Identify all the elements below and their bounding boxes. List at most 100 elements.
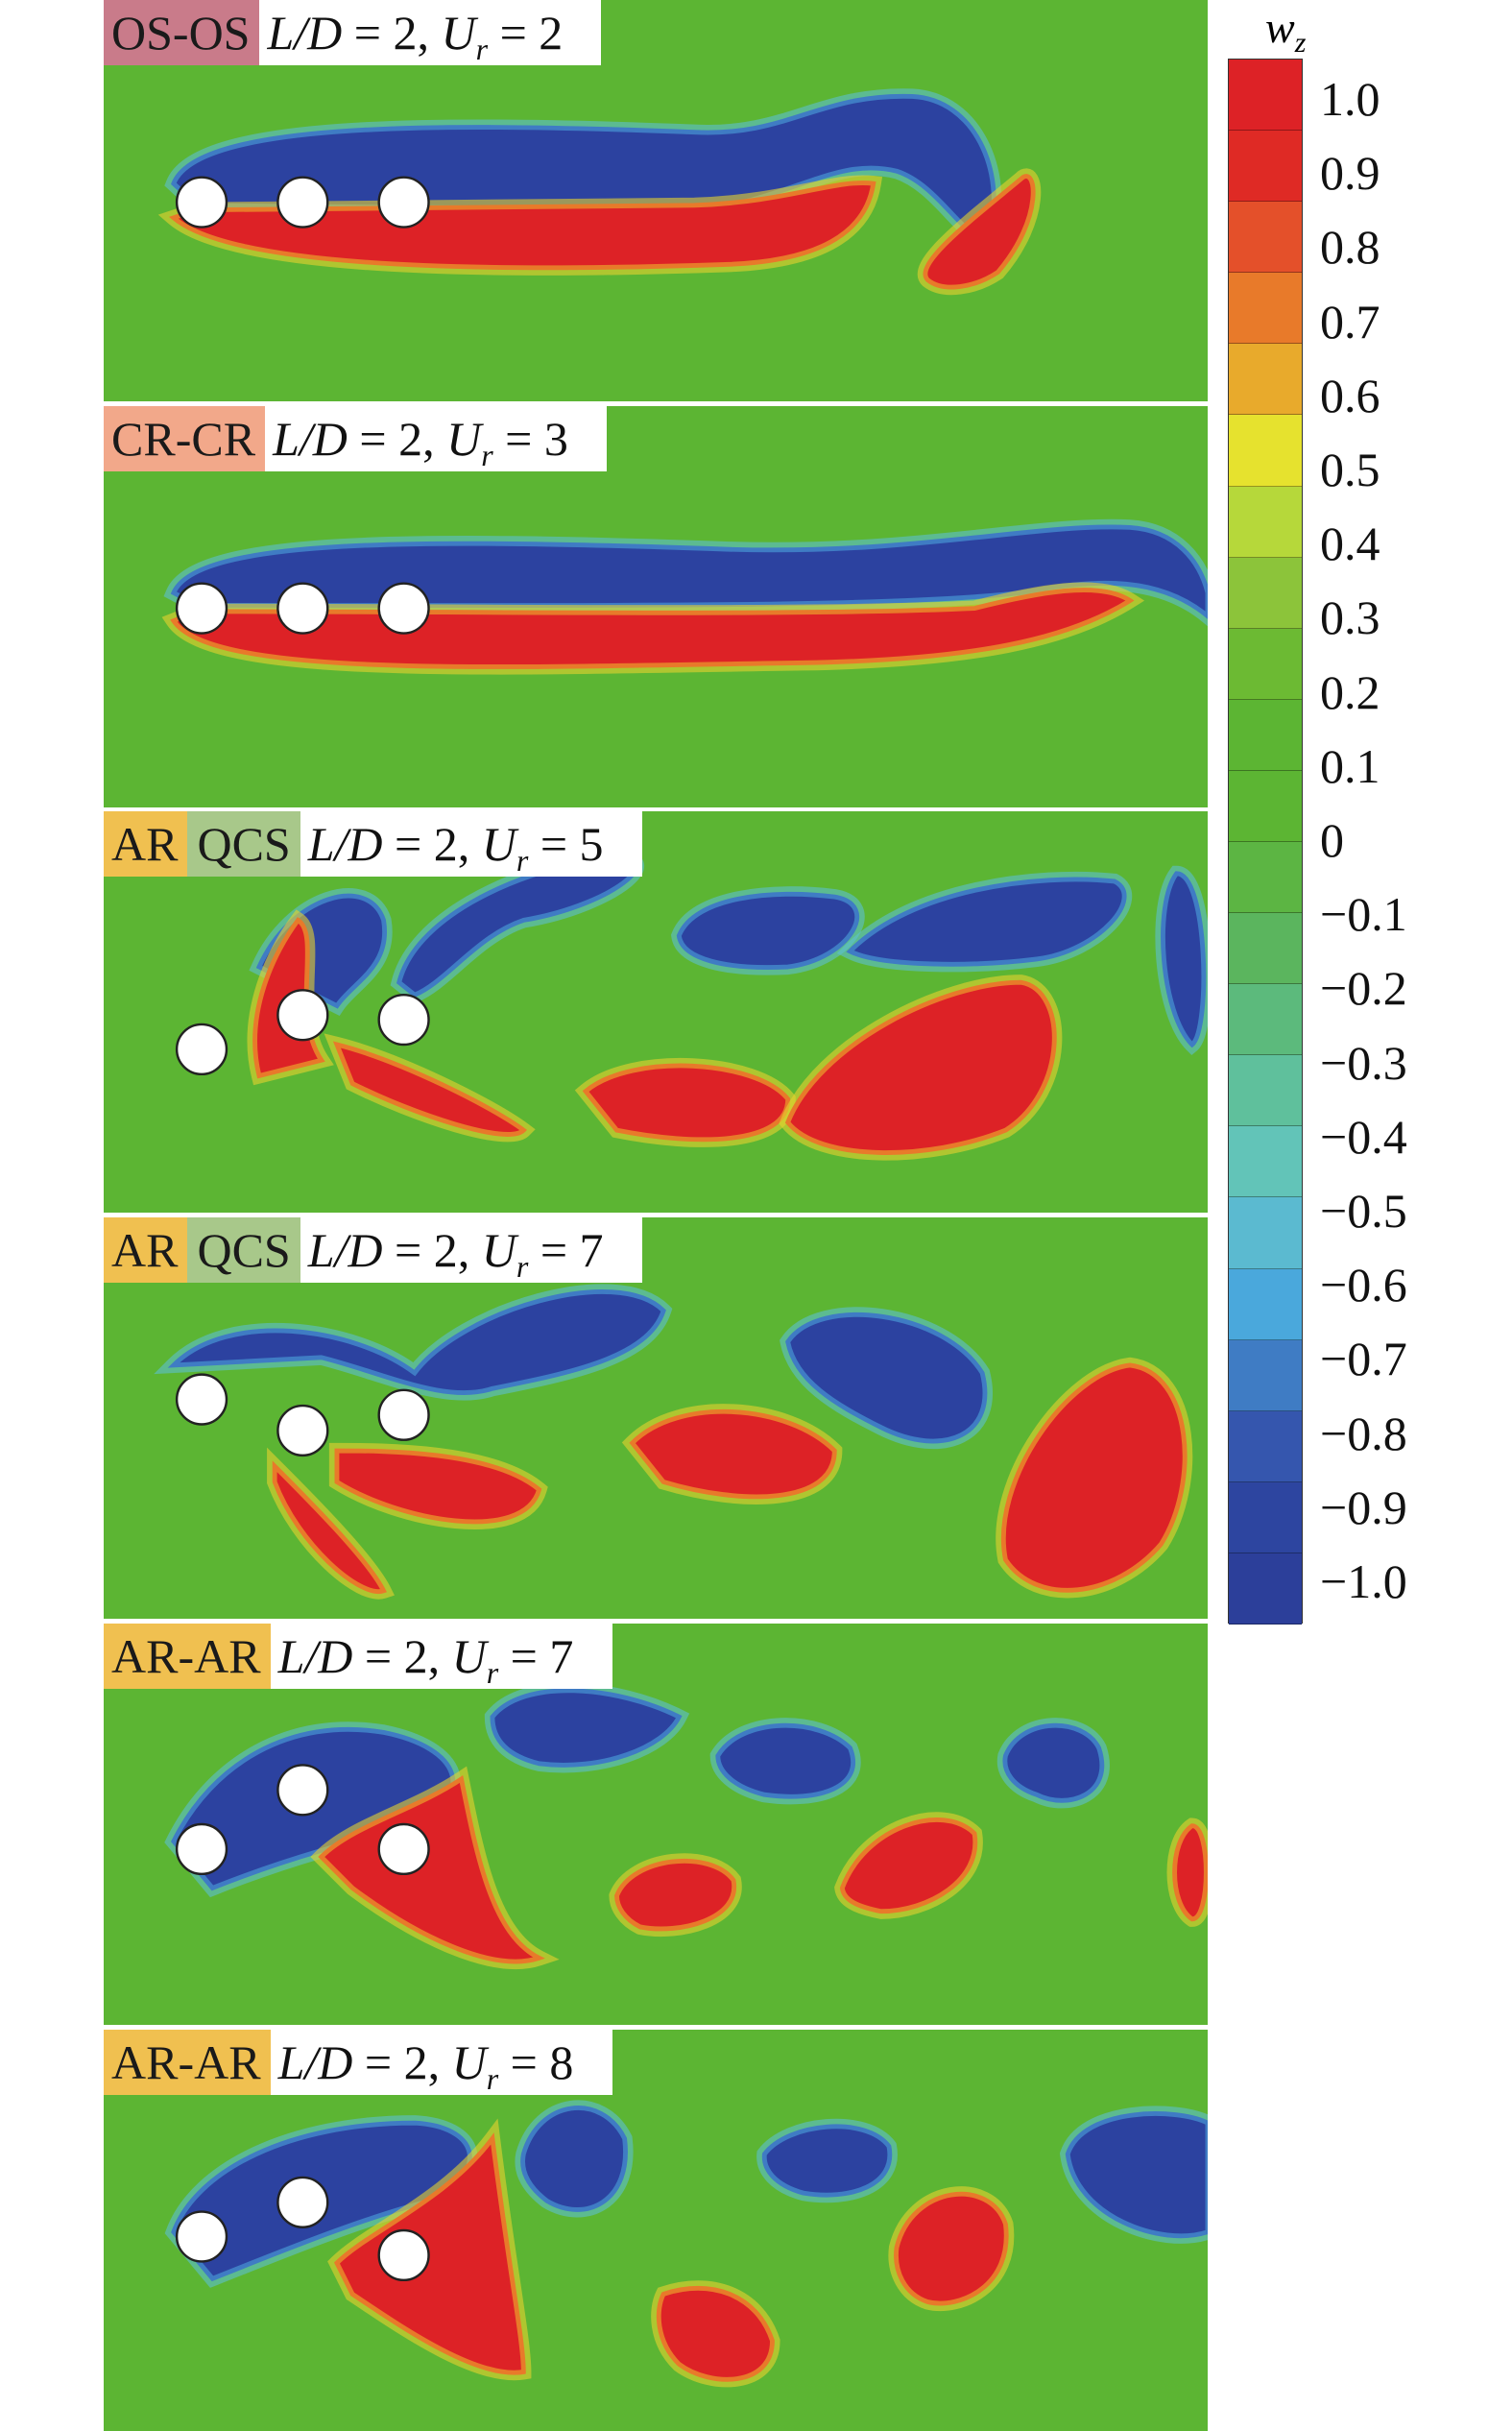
ur-subscript: r [475,32,489,66]
colorbar-label-subscript: z [1294,27,1307,60]
positive-vorticity-region [784,979,1057,1155]
colorbar-tick-label: 0.7 [1320,294,1380,349]
colorbar-segment [1229,131,1302,203]
panel-params: L/D = 2, Ur = 7 [270,1624,612,1690]
colorbar-tick-label: 0.4 [1320,517,1380,571]
positive-vorticity-region [1172,1823,1208,1922]
negative-vorticity-region [846,877,1127,967]
cylinder [175,176,228,229]
positive-vorticity-region [923,174,1036,290]
config-tag: AR [104,811,188,877]
comma: , [457,817,482,871]
panel-label: AR-AR L/D = 2, Ur = 8 [104,2030,612,2096]
equals: = [498,1629,550,1683]
cylinder [175,582,228,635]
colorbar-tick-label: −0.3 [1320,1035,1407,1090]
ur-subscript: r [481,438,493,472]
vorticity-field [164,1682,1208,1970]
colorbar-segment [1229,202,1302,274]
comma: , [427,1629,452,1683]
colorbar-tick-label: 0.6 [1320,368,1380,422]
positive-vorticity-region [629,1408,837,1500]
colorbar-segment [1229,913,1302,985]
ld-label: L/D [307,1223,383,1277]
equals: = [347,412,399,466]
equals: = [352,1629,404,1683]
panel-label: AR-AR L/D = 2, Ur = 7 [104,1624,612,1690]
colorbar-tick-label: −0.7 [1320,1332,1407,1386]
panel-params: L/D = 2, Ur = 5 [300,811,642,878]
positive-vorticity-region [614,1859,737,1932]
cylinder [377,993,430,1047]
cylinder [377,176,430,229]
ld-value: 2 [433,817,458,871]
colorbar [1228,59,1303,1625]
positive-vorticity-region [334,1448,542,1525]
colorbar-segment [1229,415,1302,487]
ur-value: 5 [579,817,604,871]
panel-params: L/D = 2, Ur = 7 [300,1217,642,1284]
ur-label: U [481,1223,516,1277]
cylinder [276,1404,329,1457]
ld-value: 2 [433,1223,458,1277]
colorbar-segment [1229,486,1302,558]
cylinder [377,2228,430,2282]
positive-vorticity-region [894,2191,1009,2306]
panel-params: L/D = 2, Ur = 2 [259,0,602,66]
config-tag: QCS [187,811,300,877]
colorbar-tick-label: 0.8 [1320,220,1380,275]
flow-panel-5: AR-AR L/D = 2, Ur = 7 [104,1624,1208,2025]
comma: , [427,2035,452,2089]
config-tag: CR-CR [104,406,266,471]
colorbar-tick-label: 0.2 [1320,664,1380,719]
ur-label: U [446,412,482,466]
ur-value: 7 [549,1629,574,1683]
colorbar-segment [1229,1268,1302,1340]
ld-value: 2 [403,1629,428,1683]
colorbar-segment [1229,60,1302,132]
cylinder [276,176,329,229]
equals: = [488,6,540,60]
positive-vorticity-region [272,1460,387,1595]
ld-value: 2 [393,6,418,60]
colorbar-segment [1229,842,1302,914]
negative-vorticity-region [785,1312,988,1444]
positive-vorticity-region [656,2285,775,2382]
colorbar-segment [1229,1410,1302,1482]
comma: , [422,412,447,466]
colorbar-segment [1229,1339,1302,1411]
colorbar-segment [1229,770,1302,842]
ur-subscript: r [486,2061,499,2096]
vorticity-field [161,518,1208,675]
colorbar-tick-label: −1.0 [1320,1554,1407,1608]
comma: , [417,6,442,60]
config-tag: AR-AR [104,2030,271,2095]
ur-label: U [481,817,516,871]
colorbar-tick-label: −0.4 [1320,1109,1407,1164]
flow-panel-6: AR-AR L/D = 2, Ur = 8 [104,2030,1208,2431]
equals: = [498,2035,550,2089]
vorticity-field [164,2100,1208,2388]
panel-params: L/D = 2, Ur = 3 [265,406,608,472]
ld-label: L/D [277,1629,353,1683]
config-tag: QCS [187,1217,300,1283]
colorbar-tick-label: −0.2 [1320,961,1407,1016]
cylinder [276,2176,329,2228]
ur-label: U [451,2035,487,2089]
colorbar-title: wz [1265,2,1306,60]
equals: = [382,1223,434,1277]
ur-subscript: r [516,1249,529,1284]
negative-vorticity-region [167,1289,666,1396]
negative-vorticity-region [715,1722,855,1799]
cylinder [276,1764,329,1817]
ld-label: L/D [267,6,343,60]
positive-vorticity-region [334,2132,526,2375]
equals: = [342,6,394,60]
ld-value: 2 [403,2035,428,2089]
colorbar-tick-label: −0.6 [1320,1258,1407,1312]
colorbar-tick-label: 0.5 [1320,443,1380,496]
negative-vorticity-region [520,2106,628,2212]
equals: = [352,2035,404,2089]
colorbar-segment [1229,1481,1302,1553]
config-tag: AR [104,1217,188,1283]
